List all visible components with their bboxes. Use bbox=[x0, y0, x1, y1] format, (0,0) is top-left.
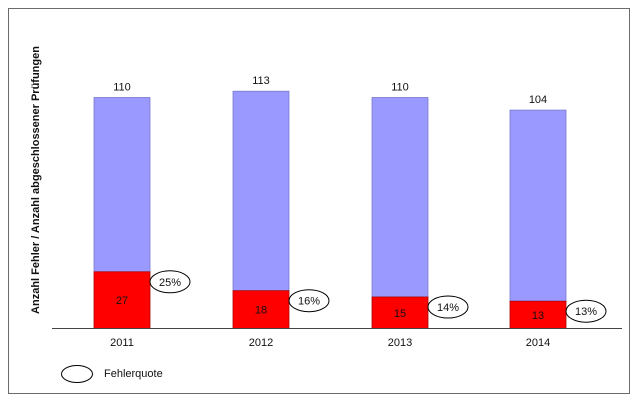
bar-errors-2013 bbox=[371, 296, 429, 329]
label-total-2013: 110 bbox=[391, 82, 409, 94]
label-errors-2014: 13 bbox=[532, 310, 544, 322]
error-rate-2013: 14% bbox=[437, 302, 459, 314]
label-total-2011: 110 bbox=[113, 82, 131, 94]
error-rate-ellipse-2012 bbox=[288, 289, 330, 313]
error-rate-2014: 13% bbox=[575, 306, 597, 318]
bar-total-2011 bbox=[93, 97, 151, 273]
legend-ellipse-icon bbox=[61, 365, 93, 383]
bar-total-2014 bbox=[509, 109, 567, 302]
x-tick-2011: 2011 bbox=[110, 337, 134, 349]
label-errors-2011: 27 bbox=[116, 295, 128, 307]
x-tick-2012: 2012 bbox=[249, 337, 273, 349]
bar-errors-2012 bbox=[232, 290, 290, 329]
error-rate-2011: 25% bbox=[159, 277, 181, 289]
y-axis-label: Anzahl Fehler / Anzahl abgeschlossener P… bbox=[30, 46, 42, 314]
label-total-2014: 104 bbox=[529, 94, 547, 106]
error-rate-ellipse-2014 bbox=[565, 299, 607, 323]
bar-total-2013 bbox=[371, 97, 429, 298]
label-errors-2012: 18 bbox=[255, 305, 267, 317]
legend-label: Fehlerquote bbox=[104, 368, 163, 380]
x-tick-2014: 2014 bbox=[526, 337, 550, 349]
x-tick-2013: 2013 bbox=[388, 337, 412, 349]
error-rate-2012: 16% bbox=[298, 296, 320, 308]
error-rate-ellipse-2011 bbox=[149, 270, 191, 294]
label-errors-2013: 15 bbox=[394, 308, 406, 320]
error-rate-ellipse-2013 bbox=[427, 295, 469, 319]
bar-errors-2011 bbox=[93, 271, 151, 329]
label-total-2012: 113 bbox=[252, 75, 270, 87]
bar-total-2012 bbox=[232, 90, 290, 292]
